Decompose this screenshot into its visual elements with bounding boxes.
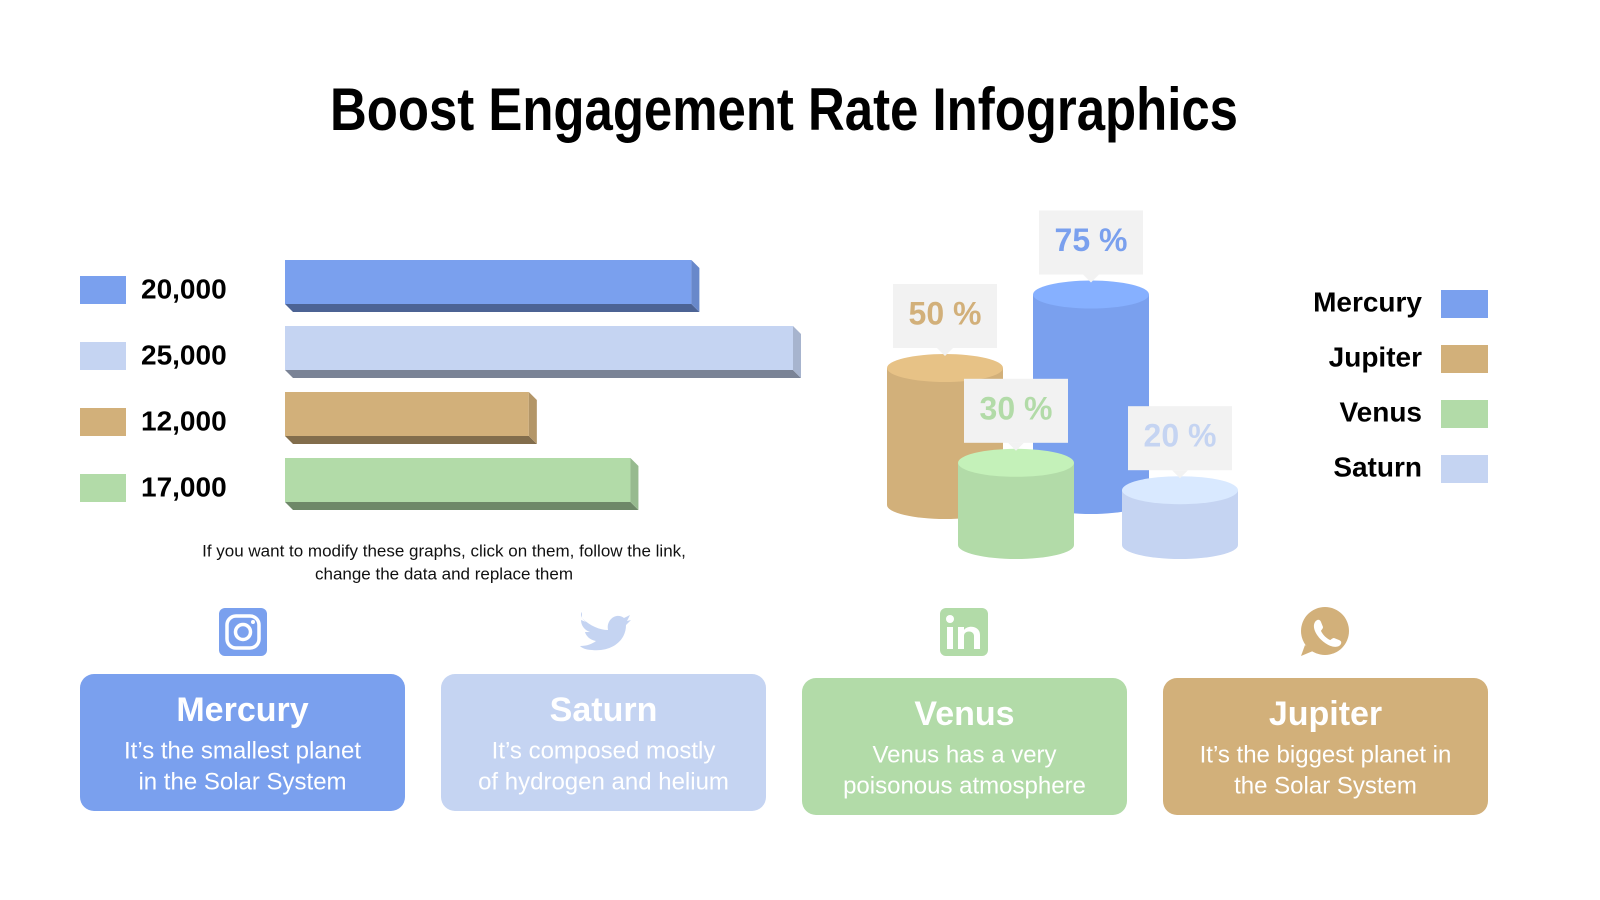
label-pointer (937, 348, 953, 356)
label-bubble (1128, 406, 1232, 471)
bar-bottom (285, 436, 537, 444)
bar-side (793, 326, 801, 378)
card-text: It’s the smallest planet (124, 737, 361, 764)
bar (285, 260, 692, 304)
bar (285, 392, 529, 436)
card-text: the Solar System (1234, 772, 1417, 799)
card-title: Venus (914, 695, 1014, 733)
card-text: Venus has a very (872, 741, 1056, 768)
whatsapp-icon (1301, 607, 1349, 656)
card-title: Saturn (550, 691, 658, 729)
bar-bottom (285, 304, 700, 312)
legend-swatch (1441, 455, 1488, 483)
bar-bottom (285, 370, 801, 378)
value-label: 17,000 (141, 471, 227, 502)
card-title: Jupiter (1269, 695, 1382, 733)
value-label: 25,000 (141, 339, 227, 370)
legend-label: Mercury (1313, 286, 1422, 317)
cylinder-top (887, 354, 1003, 382)
cylinder-top (1033, 280, 1149, 309)
card-text: in the Solar System (138, 768, 346, 795)
linkedin-icon (940, 608, 988, 656)
card (441, 674, 766, 811)
title: Boost Engagement Rate Infographics (330, 76, 1238, 143)
card-title: Mercury (176, 691, 308, 729)
legend-swatch (1441, 345, 1488, 373)
value-label: 20,000 (141, 273, 227, 304)
value-label: 50 % (909, 295, 982, 331)
cylinder-top (1122, 476, 1238, 505)
legend-swatch (1441, 290, 1488, 318)
twitter-icon (580, 612, 631, 651)
note: If you want to modify these graphs, clic… (202, 541, 686, 560)
legend-swatch (1441, 400, 1488, 428)
legend-swatch (80, 342, 126, 370)
legend-swatch (80, 276, 126, 304)
card (802, 678, 1127, 815)
card-text: poisonous atmosphere (843, 772, 1086, 799)
card-text: It’s composed mostly (492, 737, 716, 764)
instagram-icon (219, 608, 267, 656)
card (1163, 678, 1488, 815)
bar (285, 458, 631, 502)
bar-side (630, 458, 639, 510)
card-text: It’s the biggest planet in (1200, 741, 1452, 768)
value-label: 30 % (980, 390, 1053, 426)
bar (285, 326, 793, 370)
cylinder-top (958, 448, 1074, 477)
label-pointer (1008, 442, 1024, 451)
value-label: 20 % (1144, 418, 1217, 454)
legend-label: Venus (1340, 396, 1422, 427)
value-label: 12,000 (141, 405, 227, 436)
card (80, 674, 405, 811)
label-bubble (893, 284, 997, 348)
label-pointer (1083, 274, 1099, 283)
label-bubble (964, 378, 1068, 443)
legend-swatch (80, 408, 126, 436)
bar-bottom (285, 502, 639, 510)
label-pointer (1172, 470, 1188, 479)
note: change the data and replace them (315, 564, 573, 583)
value-label: 75 % (1055, 222, 1128, 258)
card-text: of hydrogen and helium (478, 768, 729, 795)
bar-side (528, 392, 537, 444)
legend-label: Jupiter (1329, 341, 1422, 372)
label-bubble (1039, 210, 1143, 275)
legend-label: Saturn (1333, 451, 1422, 482)
legend-swatch (80, 474, 126, 502)
bar-side (691, 260, 700, 312)
